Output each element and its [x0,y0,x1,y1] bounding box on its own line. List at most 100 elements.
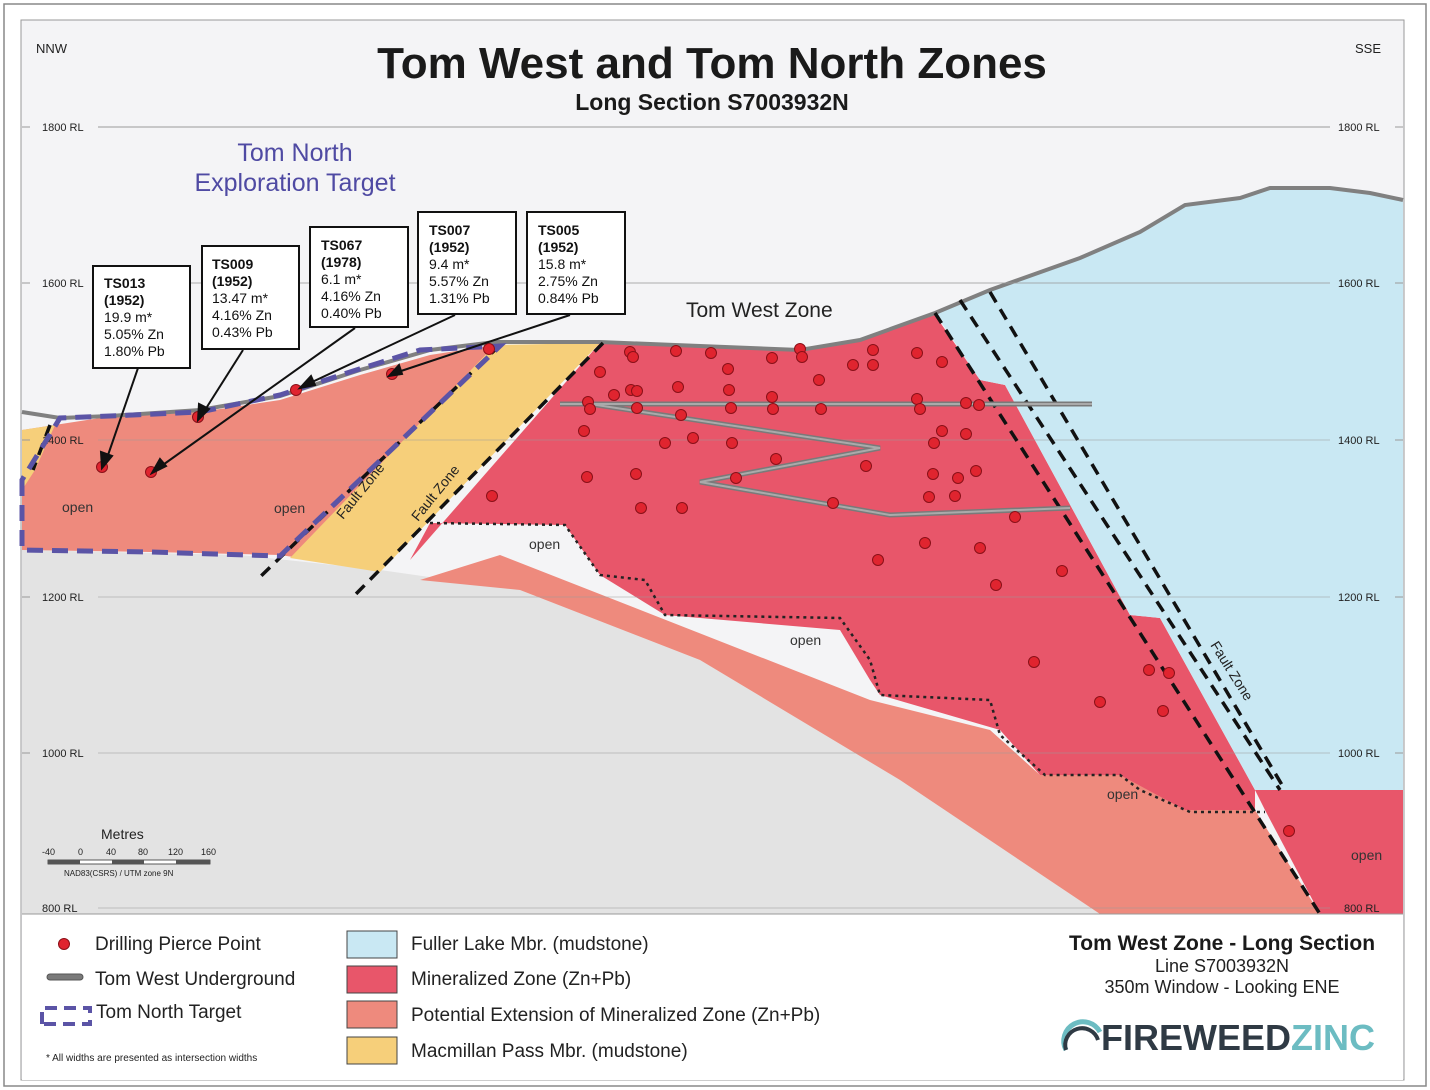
potential-extension-deep [420,555,1320,914]
fuller-swatch [346,930,398,959]
legend-unit-label: Macmillan Pass Mbr. (mudstone) [411,1041,688,1062]
scale-tick: 0 [78,847,83,857]
mineralized-zone [410,315,1255,810]
rl-label: 1800 RL [1338,122,1380,134]
pierce-point [923,491,935,503]
pierce-point [290,384,302,396]
pierce-point [730,472,742,484]
legend-unit-label: Mineralized Zone (Zn+Pb) [411,969,631,990]
tom-north-label: Exploration Target [194,169,395,197]
pierce-point [1009,511,1021,523]
fuller-lake [935,188,1403,790]
scale-tick: -40 [42,847,55,857]
callout-hole: TS007 [429,222,470,238]
target-outline-icon [40,1006,92,1026]
pierce-point [627,351,639,363]
pierce-point [725,402,737,414]
pierce-point [726,437,738,449]
pierce-point [670,345,682,357]
tom-north-target-outline [19,343,507,559]
legend-panel [22,914,1403,1080]
rl-label: 1200 RL [1338,592,1380,604]
orientation-right: SSE [1355,41,1381,56]
pierce-point [608,389,620,401]
pierce-point [722,363,734,375]
callout-zn: 2.75% Zn [538,273,598,289]
pierce-point [960,397,972,409]
mineralized-lower-boundary [429,521,1265,814]
callout-hole: TS067 [321,237,362,253]
pierce-point [687,432,699,444]
rl-label: 1000 RL [42,748,84,760]
callout-ts005: TS005 (1952) 15.8 m* 2.75% Zn 0.84% Pb [526,211,626,315]
pierce-point [676,502,688,514]
pierce-point [584,403,596,415]
pierce-point [1163,667,1175,679]
rl-label: 1800 RL [42,122,84,134]
pierce-point [952,472,964,484]
macmillan-swatch [346,1036,398,1065]
scale-tick: 80 [138,847,148,857]
underground-workings [560,401,1092,518]
callout-arrows [99,314,571,476]
logo-part1: FIREWEED [1101,1017,1291,1058]
pierce-point [973,399,985,411]
pierce-point [928,437,940,449]
open-label: open [62,499,93,515]
rl-label: 1600 RL [1338,278,1380,290]
pierce-point [813,374,825,386]
pierce-point [1028,656,1040,668]
page-title: Tom West and Tom North Zones [377,39,1047,88]
pierce-point [675,409,687,421]
callout-year: (1978) [321,254,361,270]
pierce-point [578,425,590,437]
callout-year: (1952) [538,239,578,255]
pierce-point [860,460,872,472]
open-label: open [790,632,821,648]
pierce-point [630,468,642,480]
pierce-point [1143,664,1155,676]
callout-width: 15.8 m* [538,256,587,272]
pierce-point [970,465,982,477]
pierce-point [483,343,495,355]
pierce-point [723,384,735,396]
tom-north-label: Tom North [237,139,352,167]
callout-zn: 5.57% Zn [429,273,489,289]
scale-bar: Metres -40 0 40 80 120 160 NAD83(CSRS) /… [42,826,216,878]
callout-zn: 4.16% Zn [212,307,272,323]
legend-underground-label: Tom West Underground [95,969,295,990]
rl-label: 1600 RL [42,278,84,290]
macmillan-pass [290,343,600,572]
pierce-point [635,502,647,514]
rl-label: 1400 RL [42,435,84,447]
scale-datum: NAD83(CSRS) / UTM zone 9N [64,869,174,878]
pierce-point [919,537,931,549]
pierce-point [815,403,827,415]
logo-text-fireweed: FIREWEEDZINC [1101,1017,1375,1058]
rl-label: 1200 RL [42,592,84,604]
callout-ts067: TS067 (1978) 6.1 m* 4.16% Zn 0.40% Pb [309,226,409,328]
potential-swatch [346,1000,398,1029]
tom-west-label: Tom West Zone [686,299,833,322]
pierce-point [594,366,606,378]
rl-gridlines [22,126,1403,909]
fault-lines [31,291,1322,915]
info-line: Line S7003932N [1155,956,1289,976]
legend-unit-label: Potential Extension of Mineralized Zone … [411,1005,820,1026]
callout-width: 19.9 m* [104,309,153,325]
rl-label: 1000 RL [1338,748,1380,760]
callout-width: 13.47 m* [212,290,269,306]
open-label: open [1351,847,1382,863]
pierce-point [872,554,884,566]
callout-year: (1952) [429,239,469,255]
mineralized-zone-right [1255,790,1403,914]
callout-zn: 4.16% Zn [321,288,381,304]
info-line: 350m Window - Looking ENE [1104,977,1339,997]
pierce-point [1094,696,1106,708]
callout-hole: TS005 [538,222,579,238]
pierce-point [1056,565,1068,577]
page-subtitle: Long Section S7003932N [575,89,849,115]
pierce-point [1283,825,1295,837]
pierce-point [659,437,671,449]
